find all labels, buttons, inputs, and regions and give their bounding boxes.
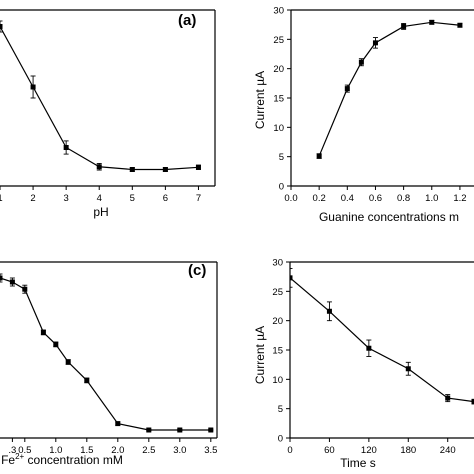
panel-b: Guanine concentrations m Current µA 0.0 0…	[253, 6, 474, 224]
panel-a-xlabel: pH	[93, 205, 108, 219]
panel-c-point	[53, 341, 59, 347]
panel-b-ytick-label: 0	[279, 182, 284, 193]
panel-a-xtick-label: 6	[163, 193, 168, 204]
panel-a-series-line	[0, 26, 199, 171]
panel-b-xtick-label: 0.4	[341, 193, 354, 204]
panel-a-data	[0, 20, 201, 172]
panel-d-ytick-label: 20	[272, 316, 283, 327]
panel-b-xtick-label: 0.8	[397, 193, 410, 204]
panel-d-ytick-label: 25	[272, 287, 283, 298]
panel-c-point	[22, 286, 28, 292]
panel-d-xtick-label: 240	[440, 445, 456, 456]
panel-c-point	[146, 427, 152, 433]
panel-d-point	[290, 275, 293, 281]
panel-c-series-line	[0, 277, 211, 431]
panel-b-ytick-label: 25	[273, 35, 284, 46]
panel-b-point	[372, 40, 378, 46]
panel-c-xtick-label: .3	[8, 445, 16, 456]
panel-c-xtick-label: 1.5	[80, 445, 93, 456]
panel-b-xtick-label: 0.6	[369, 193, 382, 204]
panel-b-ytick-label: 5	[279, 152, 284, 163]
panel-a-point	[96, 164, 102, 170]
panel-c-xlabel-sup: 2+	[15, 452, 24, 461]
panel-d-series-line	[290, 277, 474, 403]
panel-b-point	[401, 23, 407, 29]
panel-c: (c) Fe2+ concentration mM .3 0.5 1.0 1.5 2.0…	[0, 261, 218, 467]
panel-d-xtick-label: 120	[361, 445, 377, 456]
panel-b-ytick-label: 30	[273, 6, 284, 17]
panel-b-point	[316, 153, 322, 159]
panel-b-xtick-label: 0.0	[284, 193, 297, 204]
panel-c-data	[0, 273, 214, 433]
panel-b-ytick-label: 15	[273, 94, 284, 105]
panel-c-point	[208, 427, 214, 433]
panel-a-xtick-label: 4	[97, 193, 102, 204]
panel-a-point	[30, 84, 36, 90]
panel-c-xtick-label: 3.5	[204, 445, 217, 456]
panel-d: Time s Current µA 0 60 120 180 240 0 5 10 15 20 25…	[253, 258, 474, 470]
panel-c-xtick-label: 3.0	[173, 445, 186, 456]
panel-a-xtick-label: 7	[196, 193, 201, 204]
panel-b-data	[316, 19, 463, 159]
panel-b-xtick-label: 1.0	[425, 193, 438, 204]
panel-b-point	[358, 59, 364, 65]
panel-c-point	[115, 421, 121, 427]
panel-c-point	[84, 377, 90, 383]
panel-c-label: (c)	[188, 262, 206, 279]
panel-c-point	[65, 359, 71, 365]
panel-d-ylabel: Current µA	[253, 326, 267, 384]
panel-d-ytick-label: 30	[272, 258, 283, 269]
panel-d-point	[445, 395, 451, 401]
panel-b-point	[344, 86, 350, 92]
panel-a-xtick-label: 1	[0, 193, 3, 204]
panel-d-point	[366, 345, 372, 351]
panel-b-xtick-label: 0.2	[313, 193, 326, 204]
panel-a-point	[162, 167, 168, 172]
panel-c-point	[40, 329, 46, 335]
panel-c-xtick-label: 0.5	[18, 445, 31, 456]
panel-c-point	[177, 427, 183, 433]
panel-c-point	[0, 275, 3, 281]
panel-a: (a) pH 1 2 3 4 5 6 7	[0, 9, 216, 219]
panel-a-point	[0, 24, 3, 29]
panel-d-xlabel: Time s	[340, 456, 376, 470]
panel-c-xtick-label: 2.0	[111, 445, 124, 456]
panel-c-xtick-label: 2.5	[142, 445, 155, 456]
panel-b-point	[457, 22, 463, 28]
panel-d-point	[326, 308, 332, 314]
panel-c-point	[9, 279, 15, 285]
panel-a-xtick-label: 5	[130, 193, 135, 204]
panel-b-ytick-label: 10	[273, 123, 284, 134]
panel-b-series-line	[318, 21, 460, 157]
panel-b-ytick-label: 20	[273, 64, 284, 75]
panel-b-xlabel: Guanine concentrations m	[319, 210, 459, 224]
panel-d-data	[290, 268, 474, 405]
panel-d-xtick-label: 180	[400, 445, 416, 456]
panel-a-xtick-label: 2	[30, 193, 35, 204]
panel-a-label: (a)	[178, 12, 196, 29]
panel-a-point	[129, 167, 135, 172]
panel-a-point	[63, 145, 69, 150]
panel-b-ylabel: Current µA	[253, 71, 267, 129]
panel-d-point	[405, 366, 411, 372]
panel-a-xtick-label: 3	[64, 193, 69, 204]
panel-d-ytick-label: 0	[278, 434, 283, 445]
panel-c-xtick-label: 1.0	[49, 445, 62, 456]
panel-c-xlabel-rest: concentration mM	[24, 453, 123, 467]
panel-b-point	[429, 19, 435, 25]
panel-d-xtick-label: 0	[287, 445, 292, 456]
panel-d-ytick-label: 5	[278, 404, 283, 415]
panel-d-point	[471, 399, 474, 405]
panel-a-point	[195, 164, 201, 170]
panel-d-xtick-label: 60	[324, 445, 335, 456]
panel-c-xlabel: Fe2+ concentration mM	[1, 452, 123, 467]
panel-d-ytick-label: 15	[272, 346, 283, 357]
panel-b-xtick-label: 1.2	[453, 193, 466, 204]
panel-d-ytick-label: 10	[272, 375, 283, 386]
